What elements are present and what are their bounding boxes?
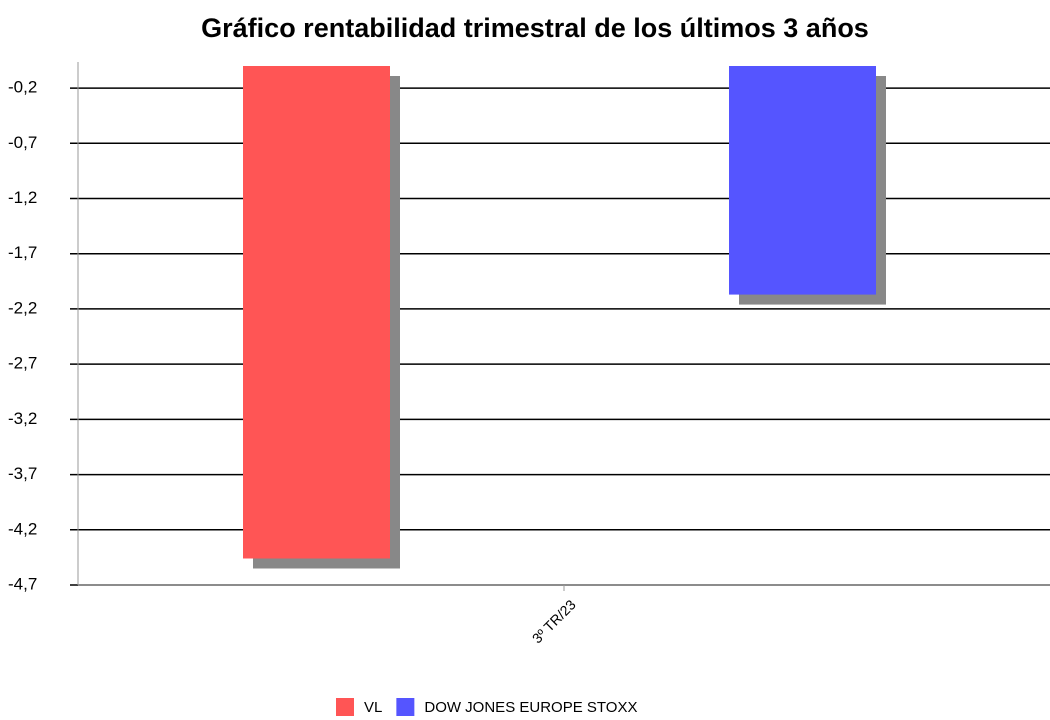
legend-swatch [336,698,354,716]
y-tick-label: -3,2 [8,409,37,428]
y-tick-label: -2,7 [8,354,37,373]
y-tick-label: -1,2 [8,188,37,207]
legend-swatch [396,698,415,716]
bar [243,66,390,559]
y-tick-label: -4,7 [8,574,37,593]
y-tick-label: -2,2 [8,298,37,317]
x-tick-label: 3º TR/23 [529,596,579,646]
bar [729,66,876,295]
y-tick-label: -3,7 [8,464,37,483]
legend-label: DOW JONES EUROPE STOXX [424,699,637,716]
y-tick-label: -0,2 [8,78,37,97]
y-tick-label: -4,2 [8,519,37,538]
y-tick-label: -0,7 [8,133,37,152]
chart-title: Gráfico rentabilidad trimestral de los ú… [201,13,869,43]
legend-label: VL [364,699,382,716]
y-tick-label: -1,7 [8,243,37,262]
